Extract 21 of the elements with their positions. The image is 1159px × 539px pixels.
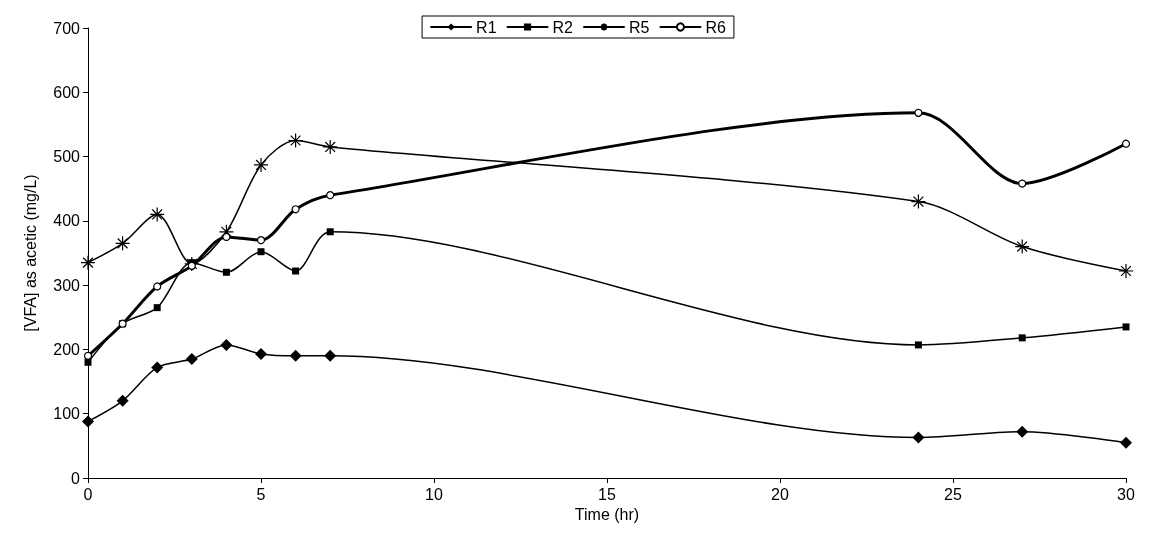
y-tick-label: 400 [53,212,81,230]
x-tick-label: 25 [944,485,962,503]
y-tick-label: 0 [71,469,81,487]
legend-label: R6 [705,18,727,36]
y-tick-label: 600 [53,83,81,101]
y-tick-label: 100 [53,405,81,423]
legend-label: R2 [552,18,574,36]
x-tick-label: 5 [256,485,266,503]
x-tick-label: 30 [1117,485,1135,503]
legend-label: R1 [476,18,497,36]
x-tick-label: 0 [83,485,93,503]
y-axis-title: [VFA] as acetic (mg/L) [21,174,39,332]
x-tick-label: 10 [425,485,443,503]
y-tick-label: 300 [53,276,81,294]
x-tick-label: 15 [598,485,616,503]
legend-label: R5 [629,18,650,36]
y-tick-label: 700 [53,19,81,37]
y-tick-label: 200 [53,340,81,358]
x-axis-title: Time (hr) [574,506,640,524]
y-tick-label: 500 [53,148,81,166]
x-tick-label: 20 [771,485,789,503]
